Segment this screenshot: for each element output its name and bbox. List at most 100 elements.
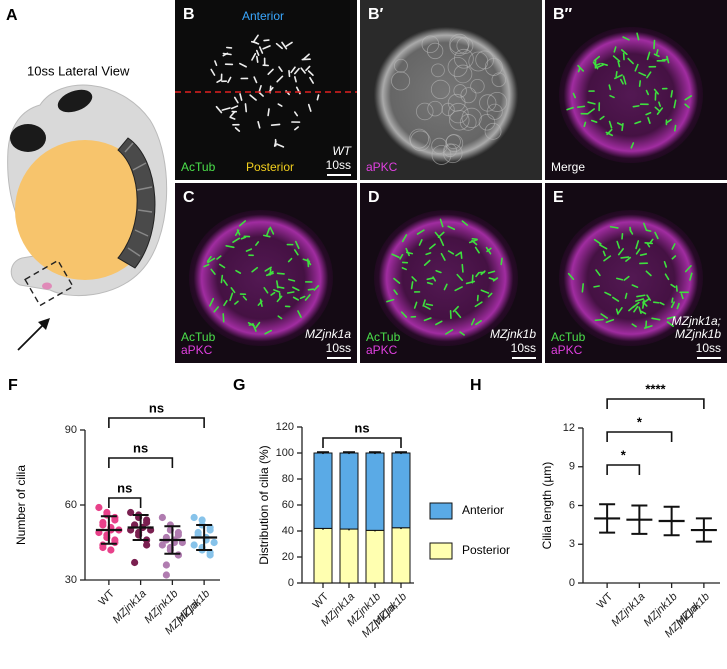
cilium <box>213 306 219 313</box>
cilium <box>313 285 320 291</box>
y-tick-label: 100 <box>276 447 294 459</box>
data-point <box>131 558 139 567</box>
panel-label: D <box>368 189 380 206</box>
cilium <box>418 239 423 246</box>
cilium <box>225 245 235 249</box>
channel-label: AcTub <box>181 160 216 174</box>
cilium <box>262 45 271 50</box>
y-tick-label: 20 <box>282 551 294 563</box>
x-tick-label: WT <box>96 587 117 608</box>
cell <box>394 58 408 73</box>
cell <box>459 114 477 131</box>
cilium <box>616 240 621 249</box>
significance-label: ns <box>149 400 164 415</box>
cilium <box>426 281 434 285</box>
channel-label: AcTub <box>181 330 216 344</box>
cilium <box>435 269 442 274</box>
y-axis-label: Distribution of cilia (%) <box>257 445 271 564</box>
cilium <box>689 272 693 281</box>
panel-label: C <box>183 189 195 206</box>
cilium <box>632 301 640 309</box>
cilium <box>666 321 675 327</box>
micrograph <box>175 0 357 180</box>
cilium <box>277 315 283 320</box>
cilium <box>443 283 448 291</box>
cilium <box>277 103 283 107</box>
cilium <box>239 62 247 68</box>
data-point <box>99 543 107 552</box>
cilium <box>307 288 315 291</box>
significance-label: * <box>621 447 627 462</box>
genotype-label: WT <box>332 144 352 158</box>
cilium <box>595 269 601 277</box>
cilium <box>275 42 283 50</box>
cilium <box>276 286 285 289</box>
cilium <box>210 68 216 76</box>
cilium <box>627 57 634 65</box>
cilium <box>255 321 261 329</box>
cilium <box>399 253 404 260</box>
cilium <box>423 305 431 310</box>
cilium <box>292 286 300 292</box>
cilium <box>642 298 650 304</box>
cilium <box>425 303 434 307</box>
cilium <box>684 103 690 109</box>
cilium <box>232 237 241 244</box>
cilium <box>285 41 293 47</box>
y-tick-label: 60 <box>65 499 77 511</box>
cilium <box>293 67 300 75</box>
cilium <box>659 301 665 306</box>
cilium <box>233 96 239 104</box>
cilium <box>500 257 503 266</box>
cilium <box>304 294 311 301</box>
cilium <box>670 301 675 309</box>
stage-label: 10ss <box>326 341 351 355</box>
y-tick-label: 0 <box>288 577 294 589</box>
data-point <box>158 541 166 549</box>
bar-segment <box>339 528 359 584</box>
cilium <box>293 111 299 117</box>
cilium <box>471 237 478 241</box>
cilium <box>257 300 263 306</box>
cilium <box>487 292 493 298</box>
cilium <box>276 272 285 275</box>
significance-bracket <box>108 457 174 468</box>
cilium <box>616 277 624 281</box>
data-point <box>95 503 103 512</box>
significance-bracket <box>108 417 205 428</box>
cell <box>447 56 468 78</box>
cilium <box>294 126 299 131</box>
cell <box>430 79 451 100</box>
cilium <box>631 284 639 288</box>
cilium <box>638 71 647 77</box>
data-point <box>107 546 115 554</box>
cell <box>453 84 467 98</box>
y-tick-label: 3 <box>569 538 575 550</box>
cilium <box>661 58 669 61</box>
cilium <box>251 52 257 61</box>
cilium <box>218 263 226 269</box>
cilium <box>227 76 232 84</box>
cell <box>416 102 434 121</box>
cilium <box>255 49 260 56</box>
cilium <box>391 253 400 259</box>
bar-segment <box>365 529 385 584</box>
cilium <box>292 296 300 301</box>
significance-bracket <box>322 437 402 448</box>
cilium <box>239 93 243 101</box>
cilium <box>263 286 269 294</box>
data-point <box>174 531 182 539</box>
cilium <box>622 75 627 85</box>
bar-segment <box>313 527 333 584</box>
cilium <box>666 315 676 320</box>
cilium <box>638 306 642 315</box>
cilium <box>270 291 276 296</box>
cilium <box>612 55 621 63</box>
cell <box>491 72 507 87</box>
cilium <box>605 318 615 324</box>
tissue <box>189 210 333 346</box>
cilium <box>684 95 693 101</box>
y-axis-label: Cilia length (µm) <box>540 462 554 550</box>
cilium <box>439 218 444 228</box>
cilium <box>587 108 595 115</box>
